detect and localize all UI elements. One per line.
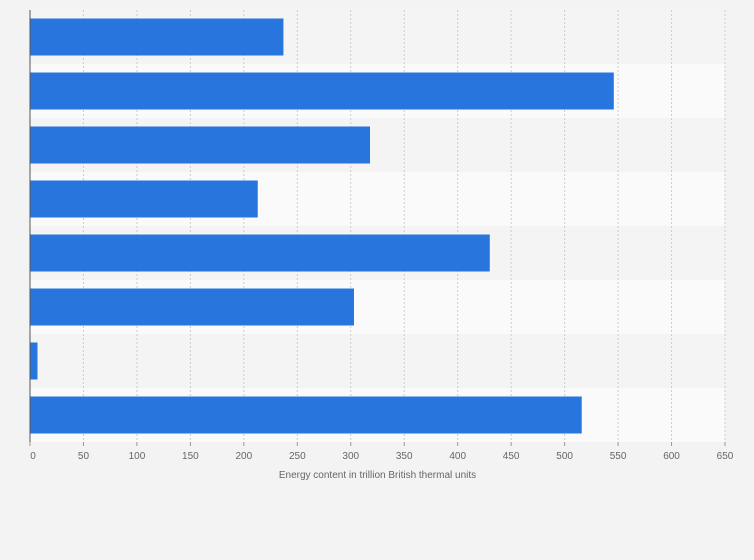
bar[interactable]: [30, 234, 490, 272]
bar[interactable]: [30, 288, 354, 326]
x-tick-label: 200: [236, 451, 253, 462]
x-axis-title: Energy content in trillion British therm…: [279, 470, 476, 481]
bar[interactable]: [30, 396, 582, 434]
x-tick-label: 0: [30, 451, 36, 462]
bar[interactable]: [30, 126, 371, 164]
x-tick-label: 400: [449, 451, 466, 462]
row-band: [30, 334, 725, 388]
x-tick-label: 250: [289, 451, 306, 462]
x-tick-label: 300: [342, 451, 359, 462]
bar[interactable]: [30, 72, 614, 110]
x-tick-label: 550: [610, 451, 627, 462]
bar[interactable]: [30, 342, 38, 380]
bars: [30, 18, 614, 434]
x-tick-label: 350: [396, 451, 413, 462]
x-tick-label: 450: [503, 451, 520, 462]
x-axis-ticks: 0 50 100 150 200 250 300 350 400 450 500 550 600 650: [29, 442, 734, 462]
x-tick-label: 150: [182, 451, 199, 462]
x-tick-label: 500: [556, 451, 573, 462]
bar[interactable]: [30, 18, 284, 56]
x-tick-label: 100: [129, 451, 146, 462]
bar[interactable]: [30, 180, 258, 218]
x-tick-label: 600: [663, 451, 680, 462]
x-tick-label: 650: [717, 451, 734, 462]
x-tick-label: 50: [78, 451, 90, 462]
